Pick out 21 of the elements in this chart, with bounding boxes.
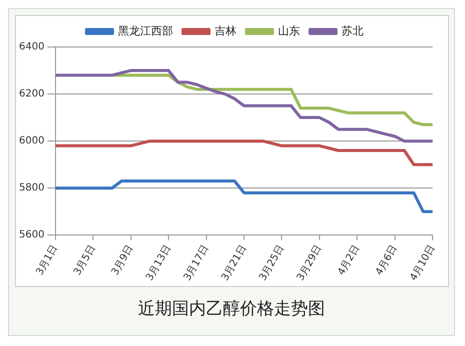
y-tick-label: 5800 xyxy=(18,182,44,194)
legend-label: 黑龙江西部 xyxy=(118,24,173,38)
text: 近期国内乙醇价格走势图 xyxy=(137,298,326,320)
x-tick-label: 3月25日 xyxy=(258,243,287,283)
x-tick-label: 3月29日 xyxy=(295,243,324,283)
legend-label: 山东 xyxy=(278,24,300,38)
x-tick-label: 3月5日 xyxy=(72,243,98,278)
x-tick-label: 4月10日 xyxy=(408,243,438,283)
y-tick-label: 5600 xyxy=(18,230,44,241)
legend-label: 吉林 xyxy=(214,24,236,38)
y-tick-label: 6400 xyxy=(18,42,44,53)
x-tick-label: 4月2日 xyxy=(336,243,362,278)
legend-label: 苏北 xyxy=(342,24,364,38)
x-tick-label: 3月21日 xyxy=(220,243,249,283)
x-tick-label: 3月9日 xyxy=(110,243,136,278)
x-tick-label: 4月6日 xyxy=(374,243,400,278)
x-tick-label: 3月1日 xyxy=(34,243,60,278)
y-tick-label: 6200 xyxy=(18,88,44,100)
x-tick-label: 3月13日 xyxy=(144,243,174,283)
y-tick-label: 6000 xyxy=(18,136,44,147)
x-tick-label: 3月17日 xyxy=(182,243,212,283)
